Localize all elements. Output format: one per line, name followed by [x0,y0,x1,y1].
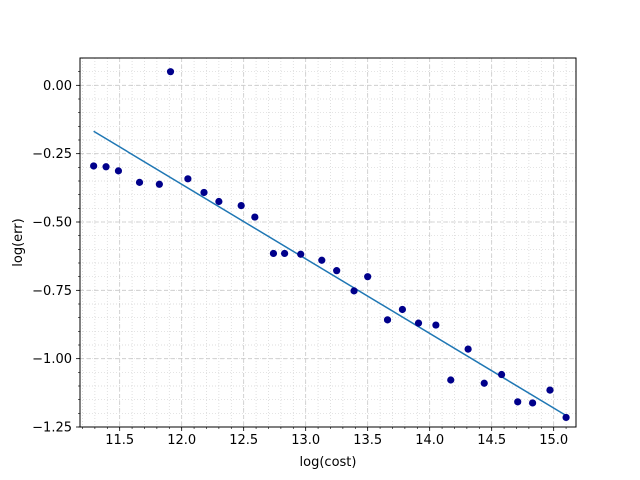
y-tick-label: −0.75 [32,284,72,299]
data-point [383,316,392,324]
fit-line-layer [93,130,567,417]
data-point [498,370,506,379]
x-tick-label: 14.0 [415,433,444,448]
data-point [184,175,192,183]
data-point [333,267,341,275]
data-point [90,162,98,170]
data-point [529,399,537,407]
data-point [464,345,472,353]
data-point [398,305,406,314]
x-tick-label: 13.5 [353,433,382,448]
y-tick-label: −0.50 [32,216,72,231]
x-tick-label: 11.5 [105,433,134,448]
y-tick-label: −0.25 [32,147,72,162]
data-point [114,167,123,175]
fit-line [93,130,567,417]
data-point [364,273,372,281]
y-tick-label: −1.00 [32,352,72,367]
data-point [102,163,110,171]
data-point [414,319,423,327]
y-axis-label: log(err) [11,218,26,266]
data-point [215,197,223,206]
data-point [200,188,208,197]
x-tick-label: 12.5 [229,433,258,448]
data-point [297,250,305,258]
data-point [432,321,440,329]
y-tick-label: −1.25 [32,421,72,436]
data-point [447,376,455,384]
x-tick-label: 15.0 [539,433,568,448]
data-point [480,379,488,387]
data-point [269,249,278,258]
data-point [562,413,570,422]
data-point [281,249,289,258]
plot-frame [79,57,577,428]
scatter-points [90,68,570,422]
x-tick-label: 12.0 [167,433,196,448]
data-point [350,287,358,295]
data-point [546,386,554,394]
data-point [166,68,175,76]
data-point [318,256,326,264]
x-tick-label: 13.0 [291,433,320,448]
data-point [514,398,522,406]
x-tick-label: 14.5 [477,433,506,448]
axis-ticks: 11.5 12.0 12.5 13.0 13.5 14.0 14.5 15.0 0.00 −0.2… [32,71,568,448]
y-tick-label: 0.00 [43,79,72,94]
data-point [237,202,245,210]
x-axis-label: log(cost) [300,455,357,470]
data-point [155,180,163,188]
data-point [251,213,259,221]
data-point [135,178,144,186]
